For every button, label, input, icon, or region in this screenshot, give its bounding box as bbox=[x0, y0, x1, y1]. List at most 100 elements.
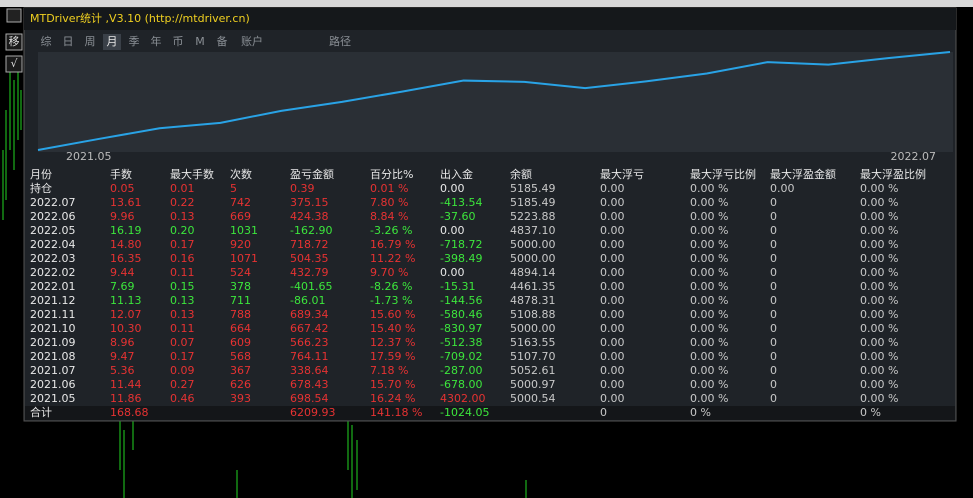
tab[interactable]: 币 bbox=[173, 35, 184, 48]
cell: 16.19 bbox=[110, 224, 142, 237]
cell: 1031 bbox=[230, 224, 258, 237]
cell: -37.60 bbox=[440, 210, 475, 223]
cell: 0.11 bbox=[170, 266, 195, 279]
cell: 0.00 % bbox=[860, 252, 898, 265]
tab[interactable]: 综 bbox=[41, 34, 52, 48]
cell: -718.72 bbox=[440, 238, 482, 251]
cell: 0 bbox=[770, 238, 777, 251]
cell: 609 bbox=[230, 336, 251, 349]
total-cell: 6209.93 bbox=[290, 406, 336, 419]
cell: -144.56 bbox=[440, 294, 482, 307]
tab[interactable]: 季 bbox=[129, 35, 140, 48]
cell: 0.00 % bbox=[690, 266, 728, 279]
column-header: 最大浮亏比例 bbox=[690, 167, 756, 181]
active-tab-bg bbox=[103, 34, 121, 50]
column-header: 次数 bbox=[230, 167, 252, 181]
cell: 5107.70 bbox=[510, 350, 556, 363]
cell: 15.70 % bbox=[370, 378, 415, 391]
column-header: 月份 bbox=[30, 168, 52, 181]
minimize-button[interactable] bbox=[6, 8, 22, 23]
cell: 689.34 bbox=[290, 308, 329, 321]
cell: 664 bbox=[230, 322, 251, 335]
tab[interactable]: 账户 bbox=[241, 34, 263, 48]
cell: 15.40 % bbox=[370, 322, 415, 335]
cell: 0.00 % bbox=[860, 238, 898, 251]
cell: 0.00 % bbox=[860, 266, 898, 279]
row-label: 持仓 bbox=[30, 181, 52, 195]
row-label: 2021.12 bbox=[30, 294, 76, 307]
path-tab[interactable]: 路径 bbox=[329, 35, 351, 48]
cell: 0 bbox=[770, 280, 777, 293]
cell: 0.00 % bbox=[860, 322, 898, 335]
side-button[interactable] bbox=[5, 33, 23, 51]
background-candles bbox=[2, 60, 527, 498]
cell: 711 bbox=[230, 294, 251, 307]
cell: 0 bbox=[770, 392, 777, 405]
cell: 0.20 bbox=[170, 224, 195, 237]
cell: 0.00 % bbox=[690, 336, 728, 349]
cell: 0.00 bbox=[600, 238, 625, 251]
top-toolbar bbox=[0, 0, 973, 7]
cell: 524 bbox=[230, 266, 251, 279]
total-label: 合计 bbox=[30, 405, 52, 419]
cell: 788 bbox=[230, 308, 251, 321]
tab[interactable]: 备 bbox=[217, 34, 228, 48]
cell: 0.00 % bbox=[690, 224, 728, 237]
cell: 0.00 % bbox=[860, 392, 898, 405]
total-cell: 0 % bbox=[860, 406, 881, 419]
cell: 0.00 % bbox=[860, 182, 898, 195]
cell: -830.97 bbox=[440, 322, 482, 335]
tab[interactable]: M bbox=[195, 35, 205, 48]
cell: 15.60 % bbox=[370, 308, 415, 321]
cell: 5.36 bbox=[110, 364, 135, 377]
cell: 0.00 bbox=[600, 350, 625, 363]
cell: 0.00 % bbox=[860, 336, 898, 349]
cell: 5108.88 bbox=[510, 308, 556, 321]
cell: 0.00 % bbox=[690, 392, 728, 405]
cell: 718.72 bbox=[290, 238, 329, 251]
equity-line bbox=[37, 51, 951, 151]
tab[interactable]: 日 bbox=[63, 35, 74, 48]
cell: 0.17 bbox=[170, 238, 195, 251]
cell: 4837.10 bbox=[510, 224, 556, 237]
cell: -8.26 % bbox=[370, 280, 412, 293]
cell: -86.01 bbox=[290, 294, 325, 307]
cell: 0.00 % bbox=[690, 238, 728, 251]
cell: -709.02 bbox=[440, 350, 482, 363]
cell: 338.64 bbox=[290, 364, 329, 377]
tab[interactable]: 周 bbox=[85, 35, 96, 48]
cell: 4302.00 bbox=[440, 392, 486, 405]
cell: 0.00 bbox=[600, 294, 625, 307]
equity-chart: 2021.05 2022.07 bbox=[37, 51, 951, 163]
cell: 393 bbox=[230, 392, 251, 405]
cell: -401.65 bbox=[290, 280, 332, 293]
cell: 0.01 bbox=[170, 182, 195, 195]
cell: 0.00 % bbox=[690, 210, 728, 223]
cell: -398.49 bbox=[440, 252, 482, 265]
cell: 568 bbox=[230, 350, 251, 363]
cell: 504.35 bbox=[290, 252, 329, 265]
column-header: 余额 bbox=[510, 167, 532, 181]
cell: 626 bbox=[230, 378, 251, 391]
cell: 17.59 % bbox=[370, 350, 415, 363]
cell: 0.00 bbox=[440, 224, 465, 237]
cell: 0 bbox=[770, 294, 777, 307]
cell: 4878.31 bbox=[510, 294, 556, 307]
side-button-label[interactable]: 移 bbox=[9, 35, 20, 48]
column-header: 最大浮盈比例 bbox=[860, 167, 926, 181]
cell: 11.22 % bbox=[370, 252, 415, 265]
cell: 5000.97 bbox=[510, 378, 556, 391]
side-button-label[interactable]: √ bbox=[10, 57, 18, 70]
cell: -413.54 bbox=[440, 196, 482, 209]
cell: 669 bbox=[230, 210, 251, 223]
cell: 0.00 % bbox=[690, 308, 728, 321]
cell: 5000.00 bbox=[510, 238, 556, 251]
cell: 432.79 bbox=[290, 266, 329, 279]
row-label: 2021.11 bbox=[30, 308, 76, 321]
side-button[interactable] bbox=[5, 55, 23, 73]
tab[interactable]: 年 bbox=[151, 34, 162, 48]
cell: 0 bbox=[770, 378, 777, 391]
cell: -15.31 bbox=[440, 280, 475, 293]
tab[interactable]: 月 bbox=[107, 35, 118, 48]
cell: 764.11 bbox=[290, 350, 329, 363]
